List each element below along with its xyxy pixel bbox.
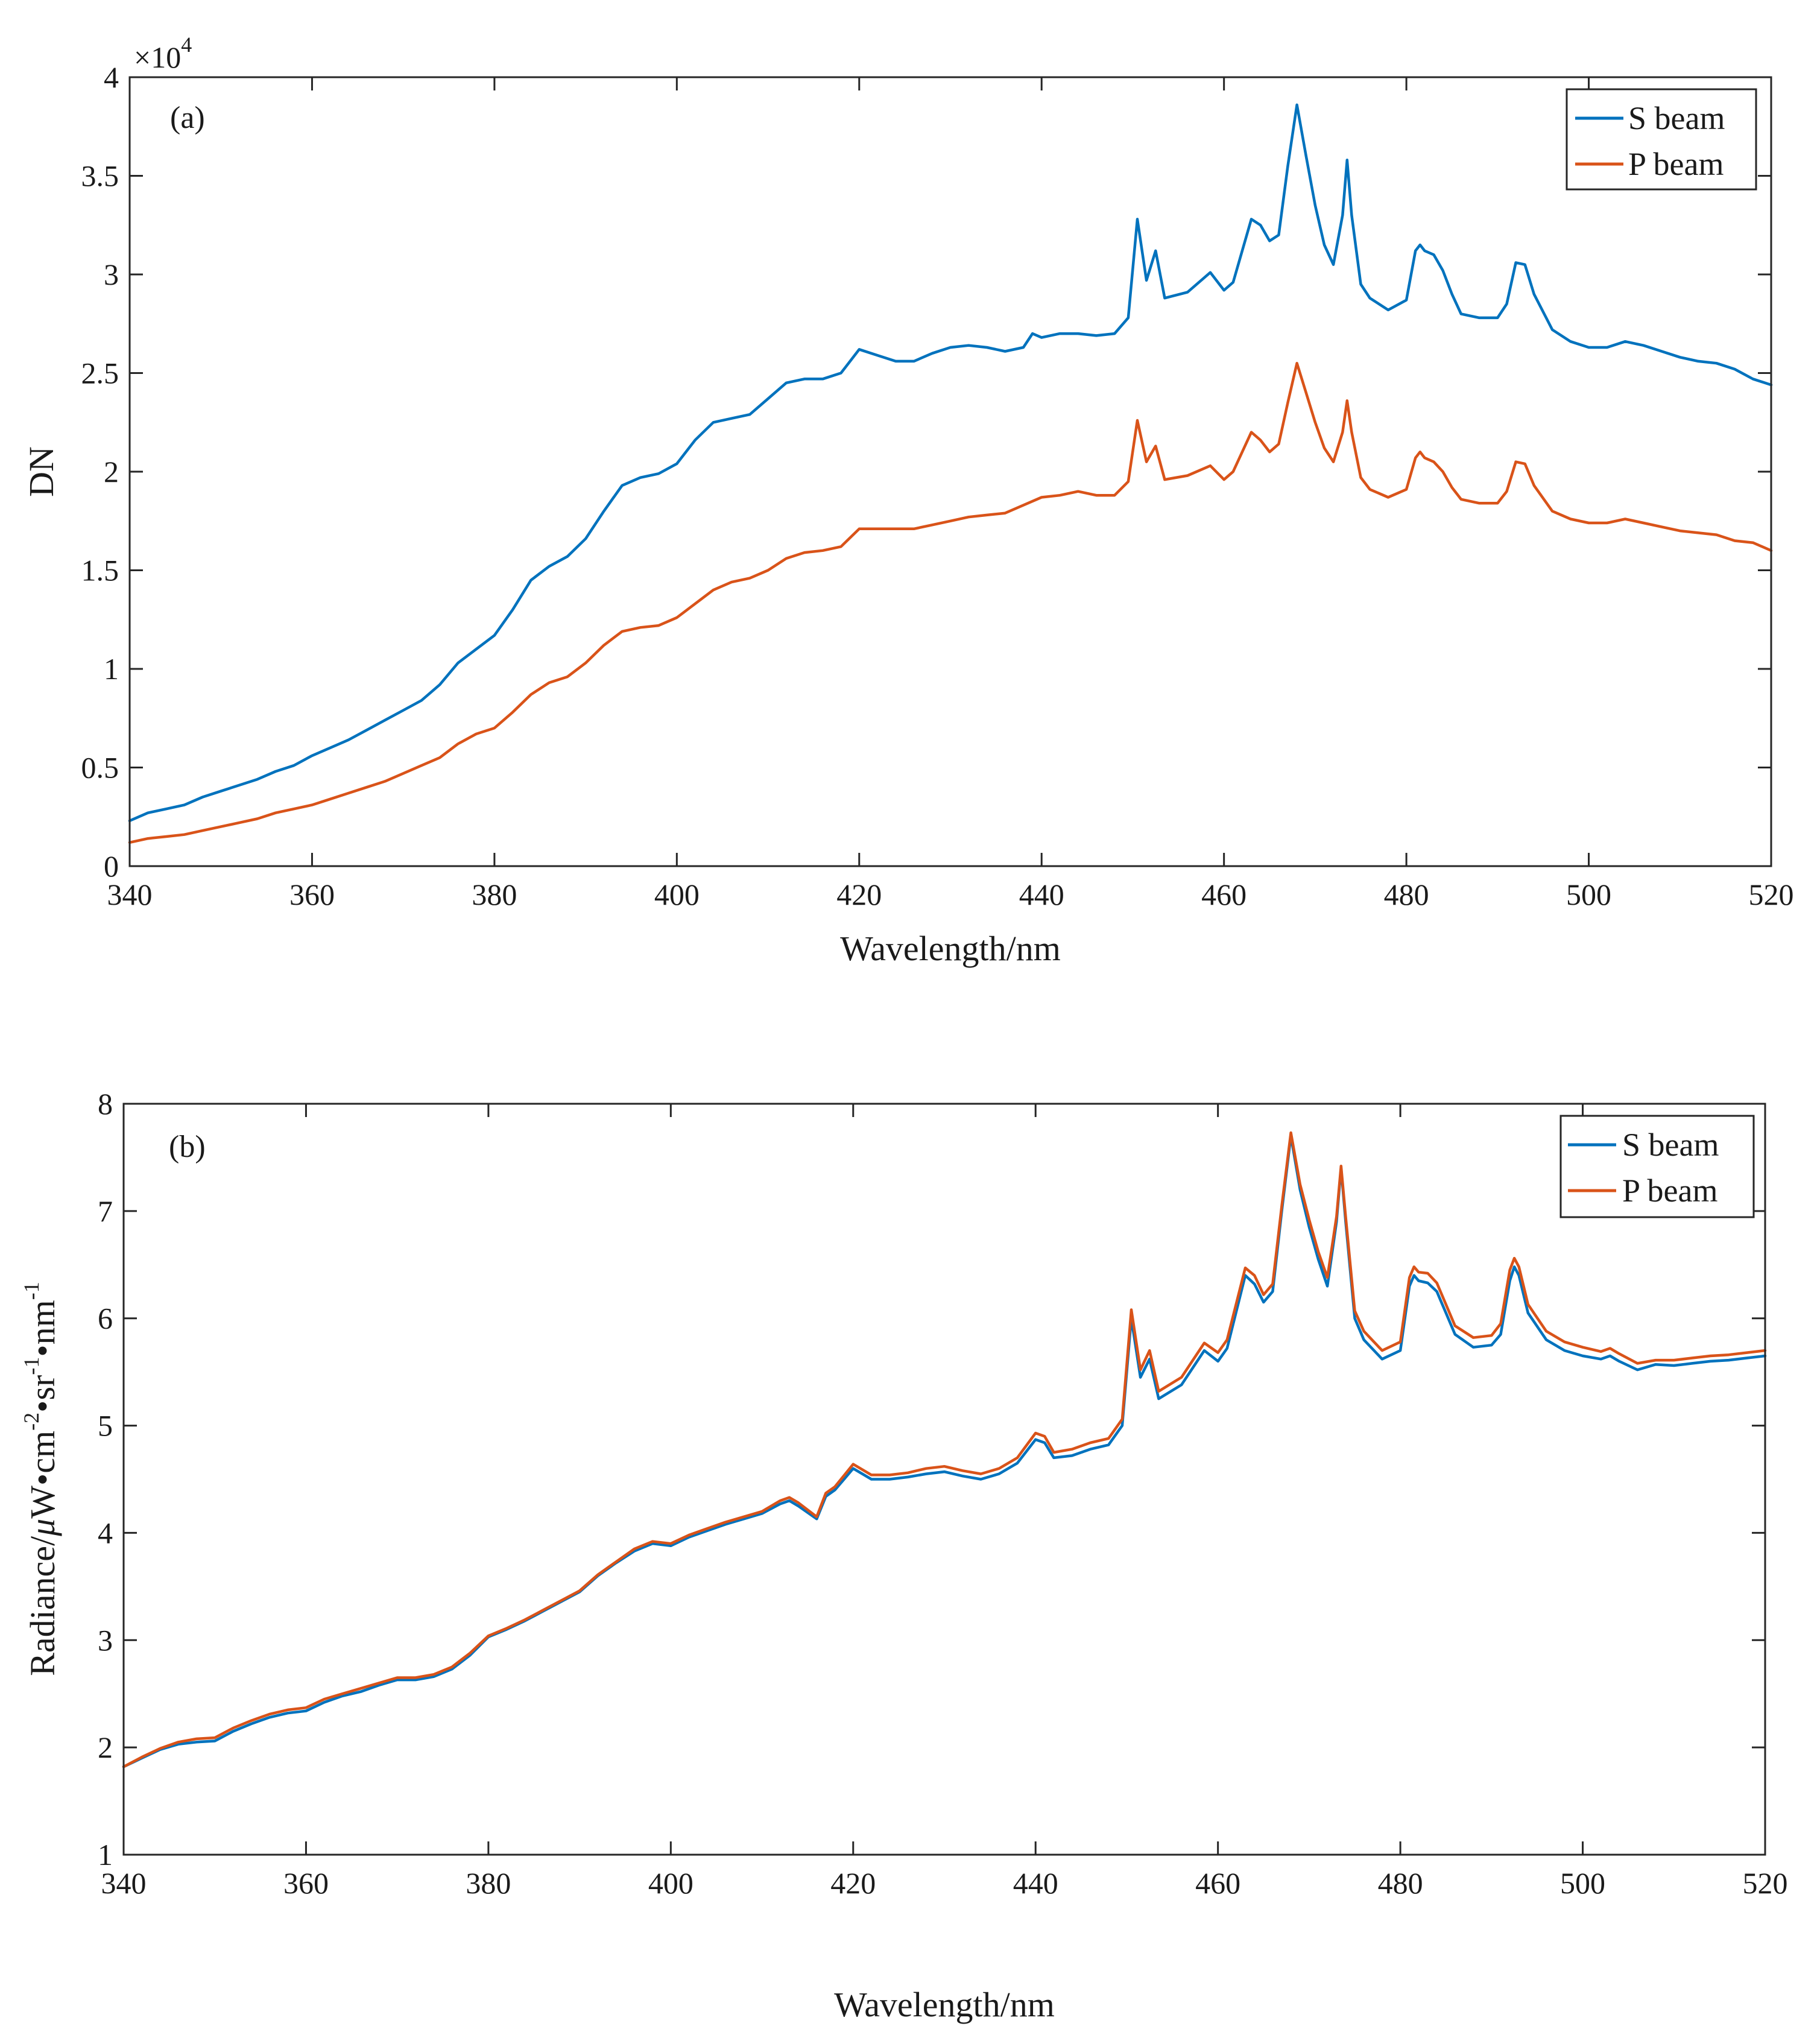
y-tick-label: 2 (98, 1730, 113, 1764)
panel-b-legend-label-s-beam: S beam (1622, 1127, 1719, 1163)
x-tick-label: 520 (1749, 878, 1794, 911)
panel-b-legend-box (1559, 1115, 1755, 1218)
y-tick-label: 7 (98, 1194, 113, 1228)
panel-b-series-p-beam (122, 1131, 1767, 1768)
x-tick-label: 420 (836, 878, 882, 911)
x-tick-label: 500 (1560, 1866, 1605, 1900)
panel-a-legend-label-s-beam: S beam (1628, 100, 1725, 136)
panel-a-y-ticks: 0 0.5 1 1.5 2 2.5 3 3.5 4 (81, 60, 1771, 883)
panel-b-y-axis-label: Radiance/μW•cm-2•sr-1•nm-1 (19, 1282, 62, 1676)
x-tick-label: 340 (101, 1866, 147, 1900)
x-tick-label: 440 (1013, 1866, 1058, 1900)
panel-b-y-ticks: 1 2 3 4 5 6 7 8 (98, 1087, 1765, 1872)
x-tick-label: 440 (1019, 878, 1064, 911)
x-tick-label: 520 (1743, 1866, 1788, 1900)
panel-a-series-p-beam (128, 361, 1773, 844)
panel-b-legend: S beam P beam (1559, 1115, 1755, 1218)
panel-b-series-s-beam (122, 1135, 1767, 1768)
x-tick-label: 480 (1378, 1866, 1423, 1900)
y-tick-label: 2.5 (81, 356, 119, 390)
x-tick-label: 400 (654, 878, 700, 911)
panel-a-label: (a) (170, 101, 205, 135)
x-tick-label: 460 (1195, 1866, 1240, 1900)
panel-b-x-ticks: 340 360 380 400 420 440 460 480 500 520 (101, 1104, 1788, 1900)
y-tick-label: 3 (98, 1623, 113, 1657)
x-tick-label: 500 (1566, 878, 1611, 911)
panel-a-series-group (128, 103, 1773, 844)
x-tick-label: 380 (472, 878, 517, 911)
panel-a-x-axis-label: Wavelength/nm (840, 929, 1061, 968)
panel-a-series-s-beam (128, 103, 1773, 823)
x-tick-label: 360 (289, 878, 335, 911)
y-tick-label: 3.5 (81, 159, 119, 193)
panel-b-legend-label-p-beam: P beam (1622, 1173, 1717, 1209)
y-tick-label: 1.5 (81, 554, 119, 587)
y-tick-label: 1 (98, 1838, 113, 1872)
x-tick-label: 360 (283, 1866, 329, 1900)
y-tick-label: 0 (104, 849, 119, 883)
panel-a-dn-spectrum: 340 360 380 400 420 440 460 480 500 520 0 0.5 1 1.5 2… (22, 33, 1794, 968)
panel-a-legend-box (1566, 88, 1757, 191)
panel-b-label: (b) (169, 1130, 206, 1164)
y-tick-label: 5 (98, 1409, 113, 1443)
panel-b-radiance-spectrum: 340 360 380 400 420 440 460 480 500 520 12345678 … (19, 1087, 1788, 2024)
y-tick-label: 2 (104, 455, 119, 489)
x-tick-label: 420 (830, 1866, 876, 1900)
y-tick-label: 1 (104, 652, 119, 686)
panel-b-series-group (122, 1131, 1767, 1768)
panel-a-x-ticks: 340 360 380 400 420 440 460 480 500 520 (107, 77, 1794, 911)
y-tick-label: 0.5 (81, 751, 119, 785)
x-tick-label: 380 (466, 1866, 511, 1900)
y-tick-label: 4 (104, 60, 119, 94)
panel-b-x-axis-label: Wavelength/nm (834, 1985, 1055, 2024)
y-tick-label: 8 (98, 1087, 113, 1121)
x-tick-label: 400 (648, 1866, 694, 1900)
panel-a-exponent-label: ×104 (134, 33, 192, 74)
panel-a-legend: S beam P beam (1566, 88, 1757, 191)
panel-a-legend-label-p-beam: P beam (1628, 146, 1724, 182)
x-tick-label: 460 (1201, 878, 1247, 911)
y-tick-label: 3 (104, 258, 119, 291)
panel-b-axes-box (122, 1103, 1766, 1856)
y-tick-label: 4 (98, 1516, 113, 1549)
y-tick-label: 6 (98, 1302, 113, 1335)
panel-a-plot-area (130, 77, 1771, 866)
panel-a-y-axis-label: DN (22, 446, 61, 497)
x-tick-label: 340 (107, 878, 153, 911)
panel-b-plot-area (124, 1104, 1765, 1855)
x-tick-label: 480 (1384, 878, 1429, 911)
